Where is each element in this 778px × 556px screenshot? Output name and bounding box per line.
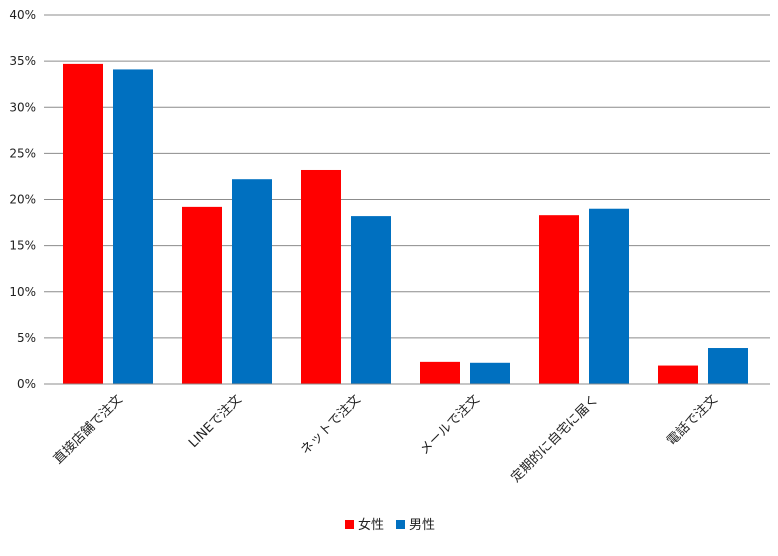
x-category-label: 電話で注文 [664,392,721,449]
x-category-label: 定期的に自宅に届く [508,392,602,486]
bar-female [182,206,222,384]
x-category-label: ネットで注文 [298,392,364,458]
legend-swatch [396,520,405,529]
bars [63,63,748,385]
y-axis-ticks: 0% 5% 10% 15% 20% 25% 30% 35% 40% [9,8,36,391]
gridlines [44,14,770,339]
y-tick-label: 10% [9,285,36,299]
y-tick-label: 5% [17,331,36,345]
bar-male [470,362,510,384]
y-tick-label: 15% [9,239,36,253]
bar-male [351,216,391,384]
bar-male [232,179,272,384]
y-tick-label: 20% [9,193,36,207]
bar-female [63,63,103,385]
bar-female [539,215,579,384]
x-category-label: LINEで注文 [186,392,245,451]
bar-female [420,361,460,384]
bar-male [589,208,629,384]
y-tick-label: 25% [9,146,36,160]
x-category-label: メールで注文 [417,392,483,458]
bar-male [708,348,748,384]
x-category-label: 直接店舗で注文 [50,392,126,468]
legend-label: 女性 [358,517,384,533]
bar-female [301,169,341,384]
legend: 女性 男性 [345,517,435,533]
legend-label: 男性 [409,518,435,533]
y-tick-label: 35% [9,54,36,68]
bar-female [658,365,698,384]
y-tick-label: 0% [17,377,36,391]
y-tick-label: 30% [9,100,36,114]
x-axis-category-labels: 直接店舗で注文 LINEで注文 ネットで注文 メールで注文 定期的に自宅に届く 電話で注文 [50,392,721,486]
y-tick-label: 40% [9,8,36,22]
bar-male [113,69,153,385]
legend-swatch [345,520,354,529]
